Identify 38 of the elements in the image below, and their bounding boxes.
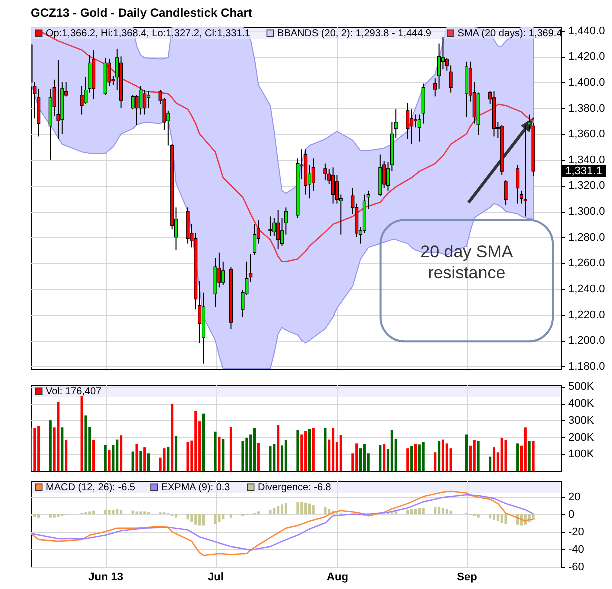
- y-tick-label: 1,180.0: [568, 360, 606, 373]
- x-tick-label: Jun 13: [88, 572, 124, 584]
- y-tick-label: 1,420.0: [568, 51, 606, 64]
- y-tick-label: 1,200.0: [568, 335, 606, 348]
- x-tick-label: Aug: [327, 572, 348, 584]
- legend-label: EXPMA (9): 0.3: [161, 482, 231, 494]
- y-tick-label: 1,360.0: [568, 128, 606, 141]
- legend-label: MACD (12, 26): -6.5: [46, 482, 136, 494]
- chart-title: GCZ13 - Gold - Daily Candlestick Chart: [31, 6, 252, 20]
- y-tick-label: -60: [568, 562, 584, 574]
- y-tick-label: 1,240.0: [568, 283, 606, 296]
- y-tick-label: 1,300.0: [568, 206, 606, 218]
- legend-label: BBANDS (20, 2): 1,293.8 - 1,444.9: [278, 28, 432, 40]
- y-tick-label: -40: [568, 544, 584, 556]
- y-tick-label: 1,280.0: [568, 232, 606, 244]
- y-tick-label: 1,220.0: [568, 309, 606, 322]
- y-tick-label: 20: [568, 491, 581, 504]
- y-tick-label: 1,260.0: [568, 258, 606, 270]
- y-tick-label: 1,320.0: [568, 180, 606, 192]
- y-tick-label: 200K: [568, 432, 595, 444]
- legend-label: SMA (20 days): 1,369.4: [458, 28, 563, 40]
- y-tick-label: 400K: [568, 398, 595, 410]
- y-tick-label: 1,380.0: [568, 102, 606, 115]
- legend-label: Op:1,366.2, Hi:1,368.4, Lo:1,327.2, Cl:1,331.1: [46, 28, 252, 40]
- y-tick-label: 1,440.0: [568, 25, 606, 38]
- x-tick-label: Sep: [457, 572, 478, 584]
- y-tick-label: 0: [568, 508, 575, 521]
- annotation: 1,331.1: [566, 165, 602, 178]
- x-tick-label: Jul: [208, 572, 224, 584]
- y-tick-label: 500K: [568, 381, 595, 394]
- legend-label: Vol: 176,407: [46, 386, 102, 398]
- y-tick-label: 1,400.0: [568, 76, 606, 89]
- y-tick-label: -20: [568, 526, 584, 538]
- annotation: 20 day SMA resistance: [420, 242, 514, 283]
- y-tick-label: 300K: [568, 414, 595, 427]
- legend-label: Divergence: -6.8: [258, 482, 332, 494]
- y-tick-label: 100K: [568, 448, 595, 461]
- y-tick-label: 1,340.0: [568, 154, 606, 166]
